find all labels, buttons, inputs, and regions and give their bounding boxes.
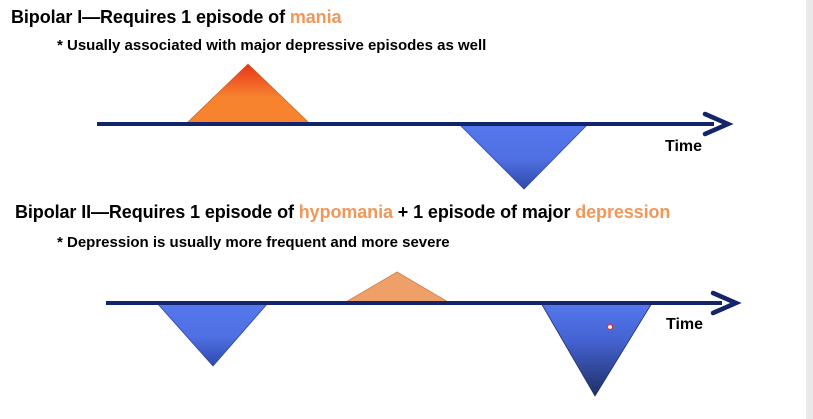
bipolar-1-timeline: Time	[97, 63, 734, 190]
hypomania-episode	[344, 271, 450, 303]
hypomania-label: hypomania	[298, 202, 393, 222]
depression-episode-1	[156, 302, 269, 367]
time-axis-label: Time	[666, 316, 703, 333]
bipolar-2-heading: Bipolar II—Requires 1 episode of hypoman…	[15, 202, 670, 223]
bipolar-2-heading-prefix: Bipolar II—Requires 1 episode of	[15, 202, 299, 222]
mania-episode	[185, 63, 311, 125]
time-axis-label: Time	[665, 138, 702, 155]
bipolar-2-note: * Depression is usually more frequent an…	[57, 234, 450, 251]
time-arrow-head	[710, 290, 742, 316]
time-arrow-head	[702, 111, 734, 137]
bipolar-2-timeline: Time	[106, 271, 742, 397]
cursor-dot	[606, 323, 614, 331]
bipolar-1-note: * Usually associated with major depressi…	[57, 37, 487, 54]
bipolar-1-heading: Bipolar I—Requires 1 episode of mania	[11, 7, 341, 28]
side-strip	[806, 0, 813, 419]
bipolar-2-heading-middle: + 1 episode of major	[392, 202, 576, 222]
depression-label: depression	[575, 202, 671, 222]
mania-label: mania	[289, 7, 342, 27]
depression-episode-2	[540, 302, 653, 397]
major-depressive-episode	[458, 123, 589, 190]
bipolar-1-heading-prefix: Bipolar I—Requires 1 episode of	[11, 7, 290, 27]
